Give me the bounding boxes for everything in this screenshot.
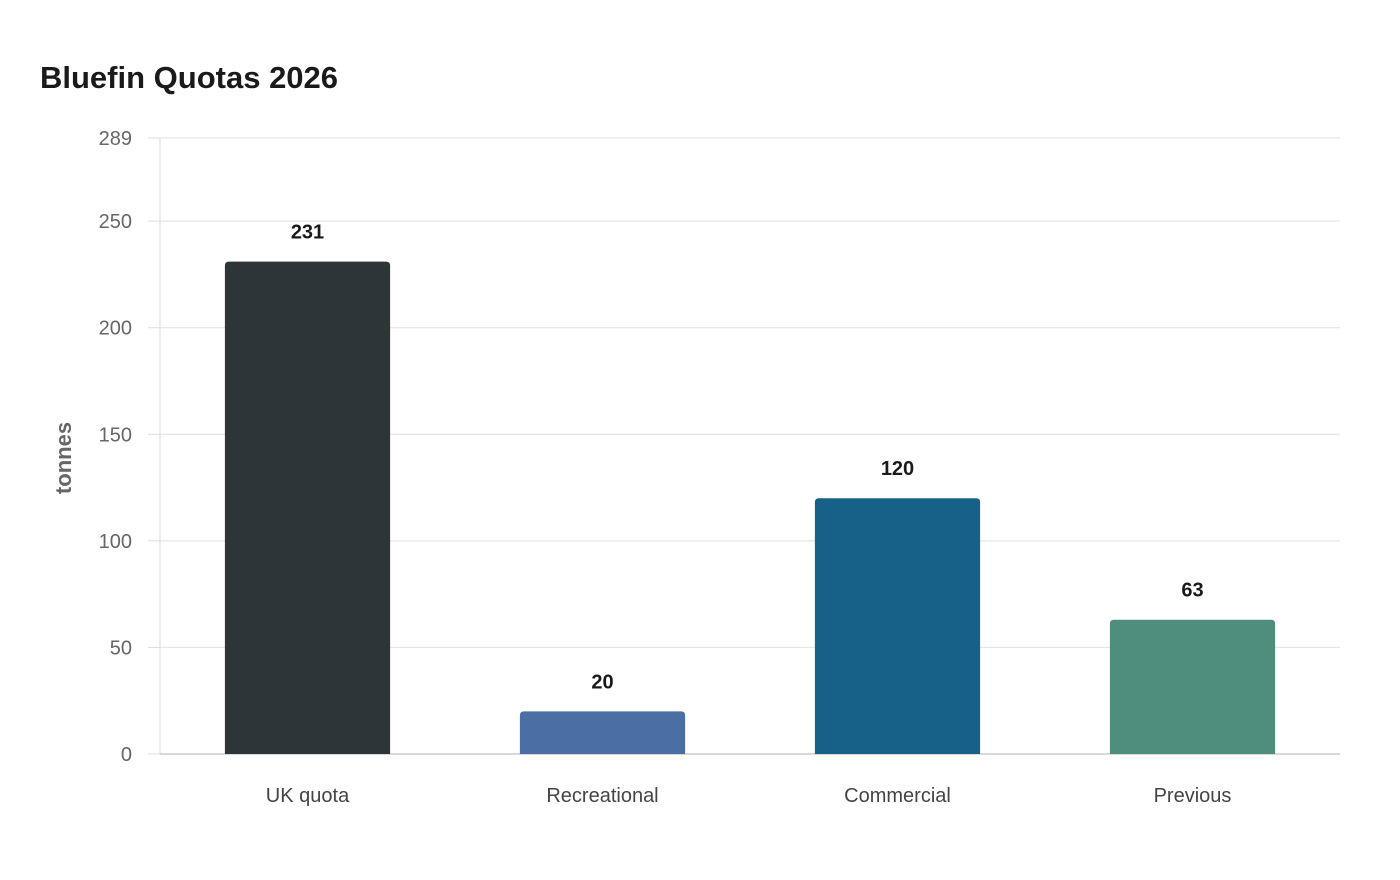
category-label: Recreational xyxy=(546,785,658,807)
y-tick-label: 0 xyxy=(121,744,132,766)
bar-commercial xyxy=(814,498,981,754)
bars xyxy=(224,261,1276,754)
y-tick-label: 50 xyxy=(110,637,132,659)
y-tick-label: 150 xyxy=(99,424,132,446)
category-label: Commercial xyxy=(844,785,951,807)
y-tick-label: 289 xyxy=(99,128,132,150)
y-axis-title: tonnes xyxy=(51,422,76,494)
y-tick-label: 200 xyxy=(99,318,132,340)
value-label: 120 xyxy=(881,458,914,480)
y-tick-label: 250 xyxy=(99,211,132,233)
chart-title: Bluefin Quotas 2026 xyxy=(40,60,339,95)
category-labels: UK quota Recreational Commercial Previous xyxy=(266,785,1232,807)
y-axis-ticks: 0 50 100 150 200 250 289 xyxy=(99,128,160,766)
y-tick-label: 100 xyxy=(99,531,132,553)
bar-previous xyxy=(1109,619,1276,754)
value-label: 231 xyxy=(291,222,324,244)
bar-recreational xyxy=(519,711,686,754)
value-label: 20 xyxy=(591,671,613,693)
category-label: Previous xyxy=(1154,785,1232,807)
value-labels: 231 20 120 63 xyxy=(291,222,1204,694)
value-label: 63 xyxy=(1181,580,1203,602)
category-label: UK quota xyxy=(266,785,350,807)
bar-uk-quota xyxy=(224,261,391,754)
